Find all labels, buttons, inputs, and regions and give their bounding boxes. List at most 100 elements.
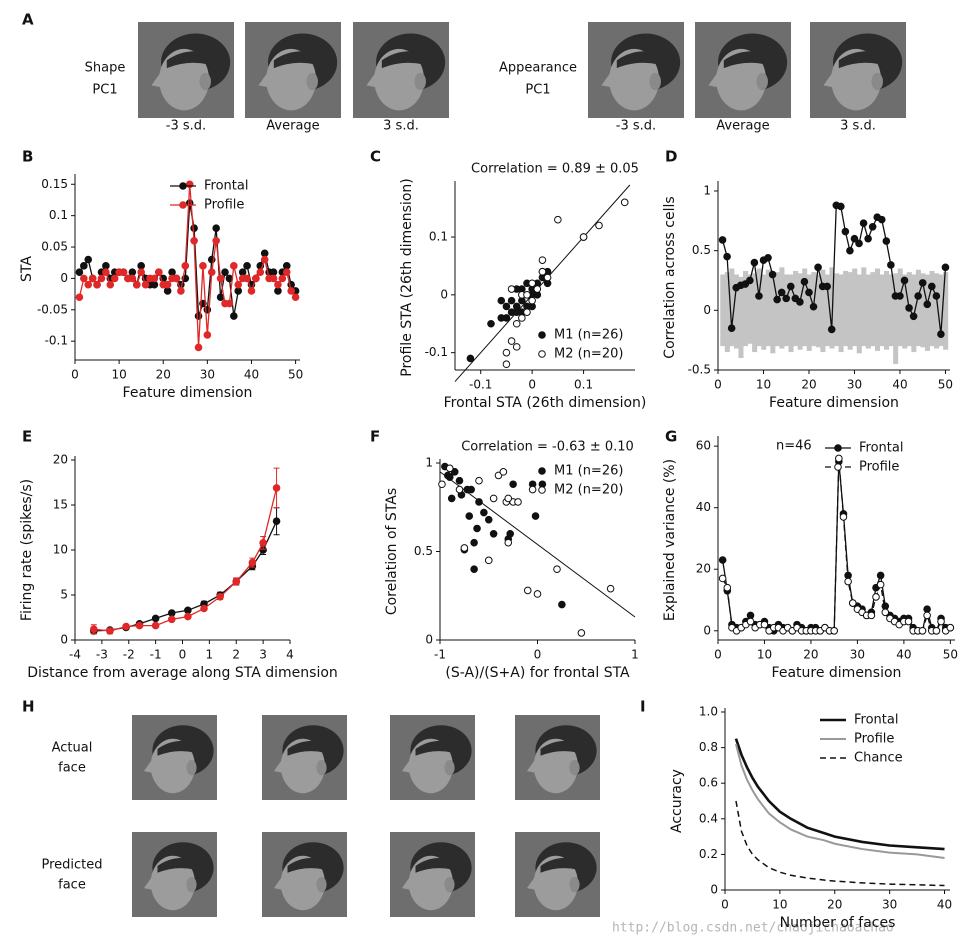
y-tick-label: 40 [696,500,711,514]
marker [786,282,795,291]
marker [918,626,927,635]
band [838,274,844,353]
y-tick-label: 20 [53,453,68,467]
marker [543,273,552,282]
legend-label: M2 (n=20) [554,347,623,362]
marker [523,586,532,595]
marker [274,287,282,295]
marker [177,287,185,295]
marker [272,517,281,526]
panel-h-faces [132,715,600,917]
marker [216,593,224,601]
y-axis-label: STA [19,256,35,282]
marker [538,467,546,475]
band [765,269,771,347]
marker [932,626,941,635]
marker [460,544,469,552]
marker [247,287,256,295]
marker [606,584,615,593]
face-caption: -3 s.d. [166,119,206,134]
y-tick-label: 0 [60,633,68,647]
marker [473,524,481,533]
marker [800,277,809,286]
marker [746,617,755,626]
marker [502,348,511,357]
band [779,267,785,349]
marker [533,590,542,598]
marker [445,473,454,481]
band [834,273,840,347]
line [734,738,945,851]
band [738,276,744,359]
y-tick-label: 0.6 [699,776,718,790]
face-caption: -3 s.d. [616,119,656,134]
band [774,272,780,347]
marker [512,319,521,328]
marker [212,224,220,233]
chart: 0 10 20 30 40 0 0.2 0.4 0.6 0.8 1.0 Number of faces… [669,705,952,932]
y-tick-label: 5 [60,588,68,602]
y-tick-label: 10 [53,543,68,557]
band [861,267,867,347]
marker [764,254,772,262]
marker [523,291,531,299]
marker [128,274,137,283]
band [815,274,821,348]
x-tick-label: 40 [244,368,259,382]
line [721,204,947,335]
marker [805,288,813,297]
band [893,273,899,365]
chart: 0 10 20 30 40 50 0 20 40 60 Feature dimension Expla… [662,436,958,681]
row-label: face [58,761,86,776]
x-tick-label: 20 [803,648,818,662]
marker [179,201,187,209]
marker [723,583,732,592]
x-tick-label: 2 [232,648,240,662]
row-label: Shape [85,61,126,76]
band [924,274,931,351]
band [733,274,739,349]
band [788,274,794,353]
marker [269,274,278,283]
marker [848,599,857,607]
x-tick-label: 0 [534,648,542,662]
marker [909,312,918,321]
legend-label: Profile [859,460,899,475]
marker [168,268,176,276]
marker [179,182,187,190]
x-tick-label: -2 [123,648,135,662]
y-axis-label: Corelation of STAs [384,488,400,615]
marker [438,480,446,489]
face-caption: 3 s.d. [383,119,419,134]
marker [538,350,546,358]
legend-label: M1 (n=26) [554,328,623,343]
x-tick-label: 1 [206,648,214,662]
marker [558,600,566,609]
band [843,270,849,347]
marker [256,268,265,276]
band [724,272,730,353]
marker [528,296,536,305]
x-tick-label: 40 [896,648,911,662]
marker [773,295,781,304]
x-tick-label: 20 [156,368,171,382]
y-tick-label: 0 [710,883,718,897]
marker [122,622,130,631]
marker [844,577,852,586]
legend-label: Frontal [204,179,248,194]
marker [718,574,727,583]
band [902,274,908,349]
marker [475,498,483,506]
row-label: PC1 [92,83,117,98]
y-tick-label: 0 [60,271,68,285]
band [797,273,803,350]
marker [102,262,110,270]
chart-title: Correlation = -0.63 ± 0.10 [461,440,634,455]
band [756,268,762,347]
marker [904,617,913,626]
marker [93,280,101,289]
row-label: Appearance [499,61,577,76]
marker [84,255,93,264]
marker [620,198,629,207]
x-tick-label: 20 [827,898,842,912]
